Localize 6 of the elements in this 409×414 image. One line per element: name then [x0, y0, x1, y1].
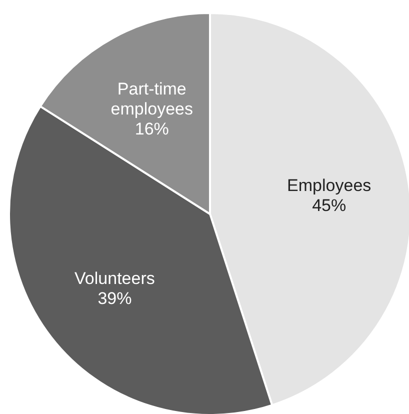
slice-label: Employees [287, 176, 372, 195]
data-label: 16% [134, 118, 169, 138]
data-label: 39% [98, 288, 132, 308]
data-label: 45% [312, 196, 346, 215]
slice-label: Part-time employees [110, 78, 194, 118]
slice-label: Volunteers [74, 268, 155, 288]
